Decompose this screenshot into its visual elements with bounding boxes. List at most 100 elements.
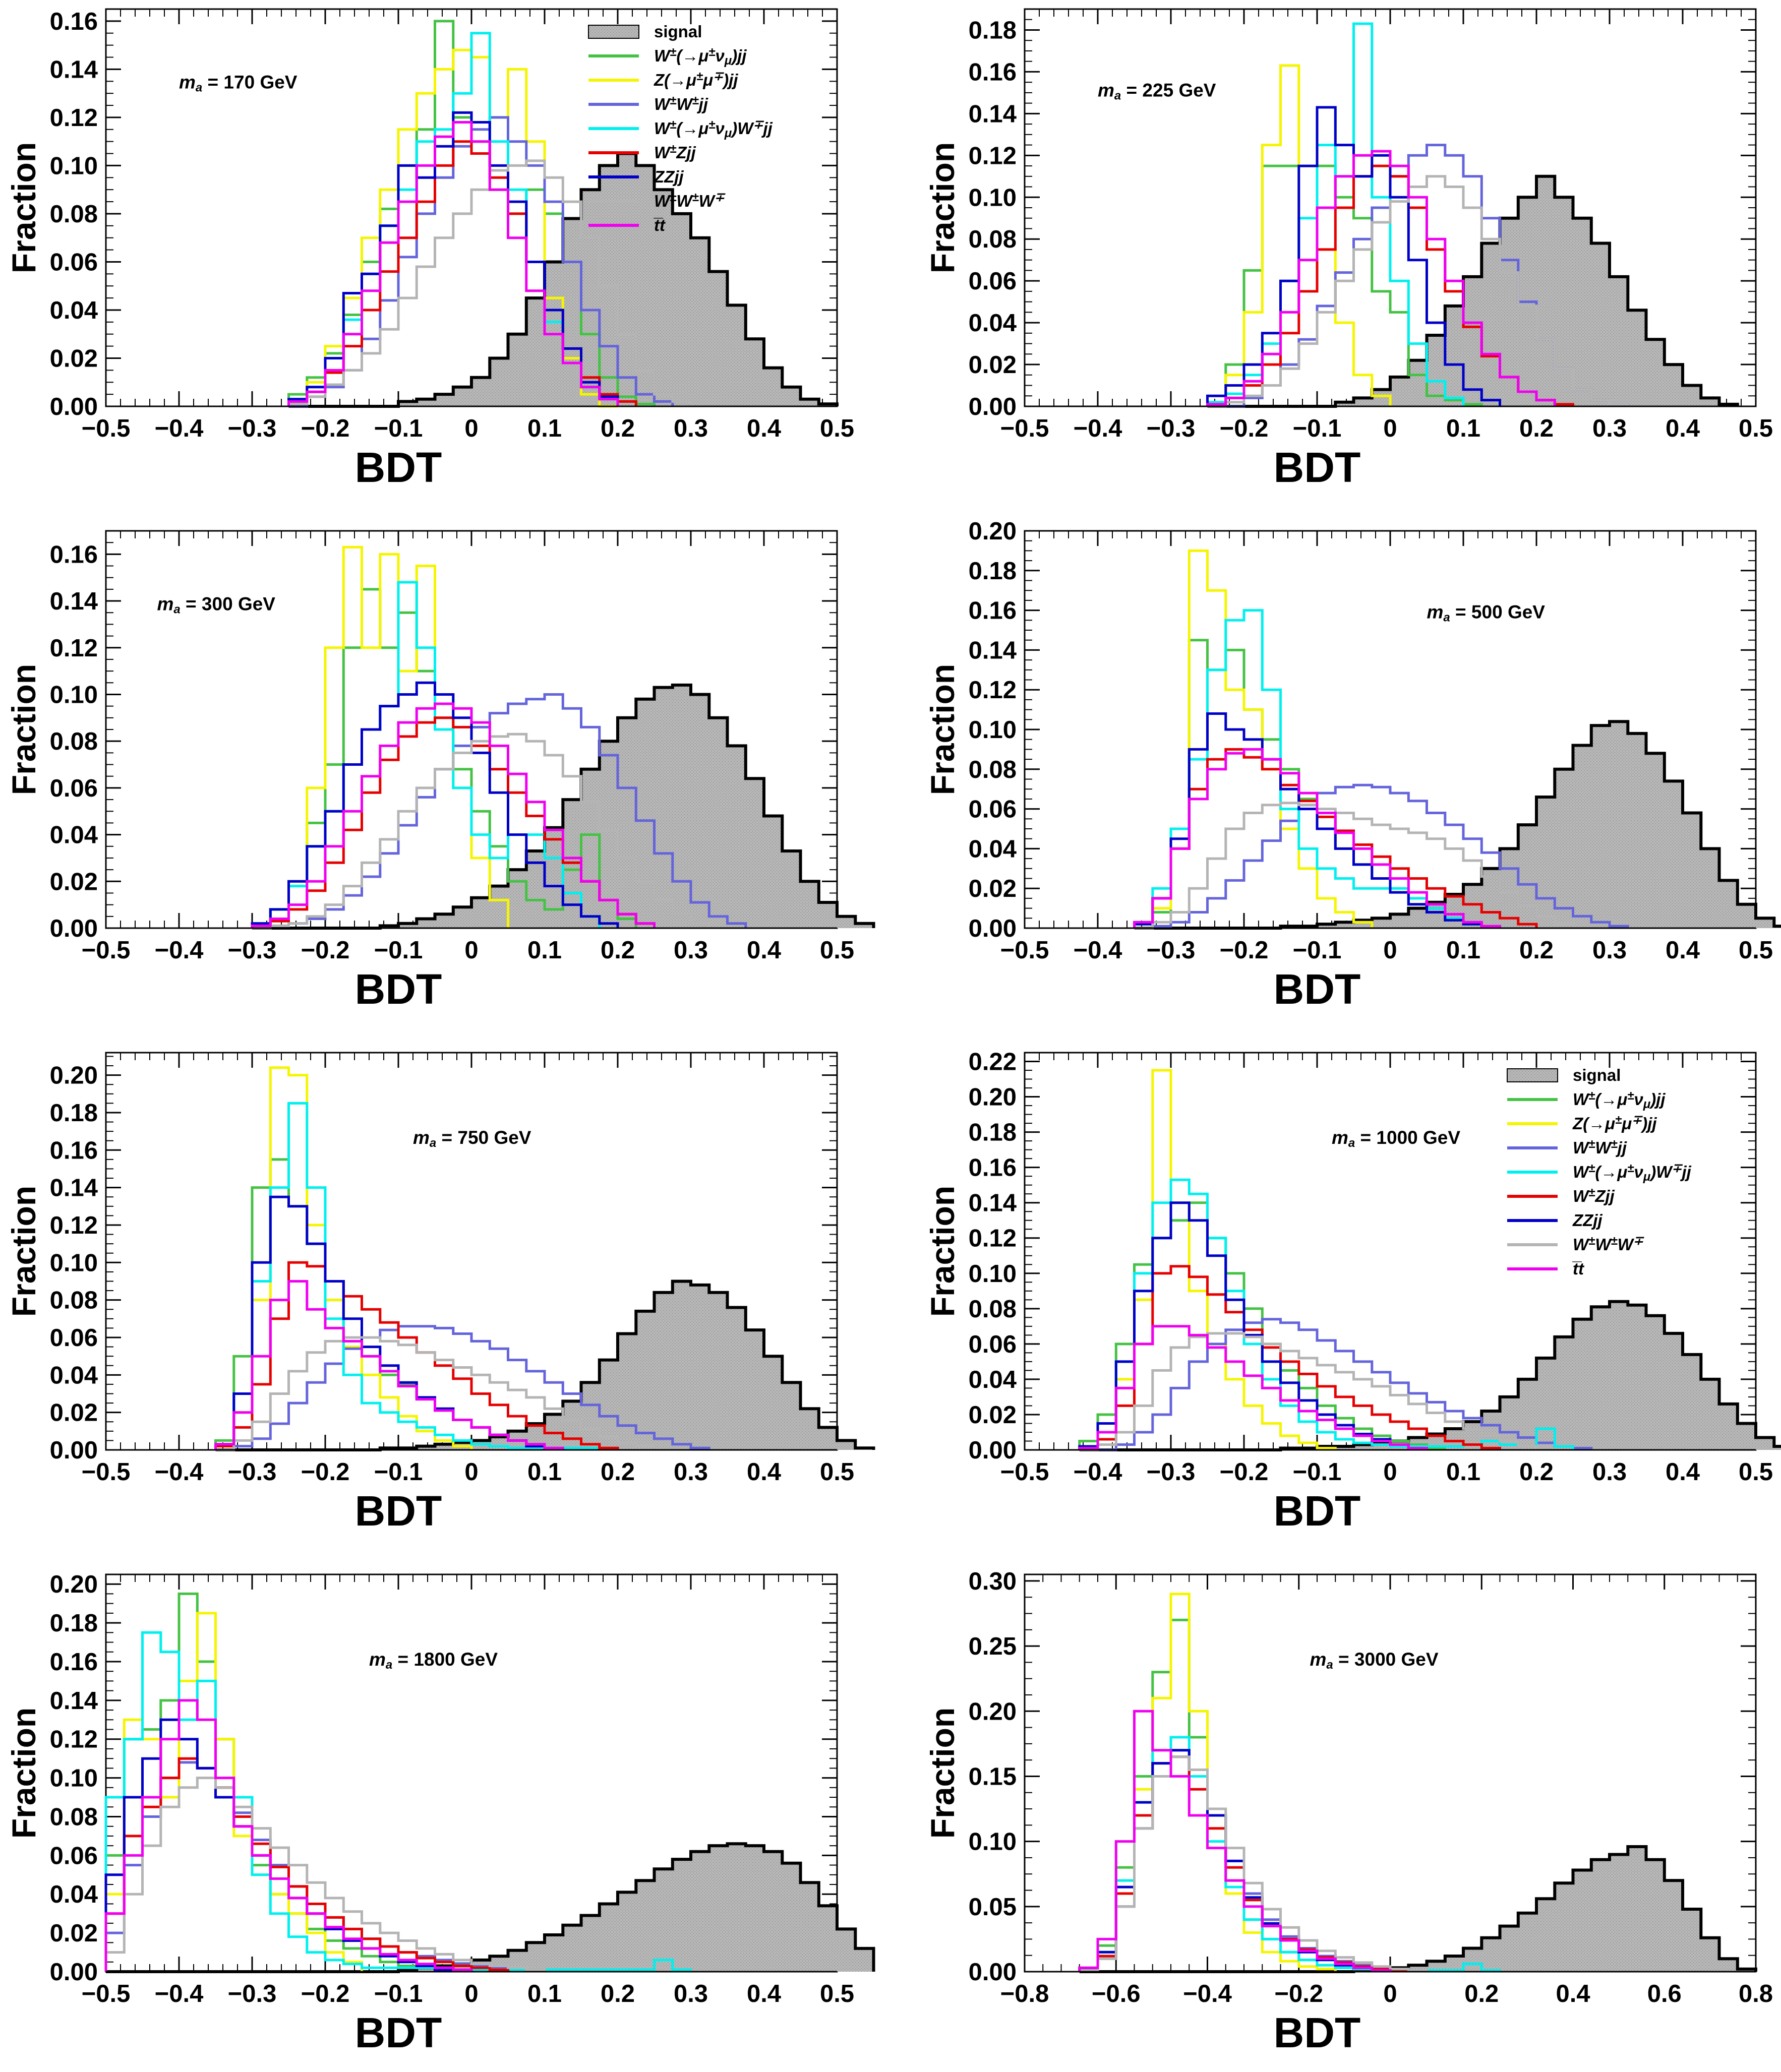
histogram-wwjj bbox=[1078, 1749, 1428, 1972]
y-tick-label: 0.10 bbox=[969, 1260, 1017, 1288]
x-tick-label: −0.3 bbox=[228, 1980, 277, 2007]
signal-histogram-fill bbox=[215, 1281, 874, 1450]
y-tick-label: 0.02 bbox=[50, 345, 98, 372]
x-tick-label: −0.1 bbox=[374, 1458, 423, 1486]
x-tick-label: 0.3 bbox=[1592, 1458, 1627, 1486]
y-tick-label: 0.00 bbox=[50, 1959, 98, 1986]
x-tick-label: 0.5 bbox=[1739, 1458, 1773, 1486]
y-tick-label: 0.08 bbox=[969, 756, 1017, 783]
x-tick-label: 0 bbox=[1383, 937, 1397, 964]
y-tick-label: 0.00 bbox=[969, 1437, 1017, 1464]
x-tick-label: 0.5 bbox=[820, 1980, 854, 2007]
x-tick-label: −0.4 bbox=[155, 415, 204, 442]
y-tick-label: 0.25 bbox=[969, 1633, 1017, 1660]
x-tick-label: 0.3 bbox=[674, 1458, 708, 1486]
y-tick-label: 0.04 bbox=[50, 822, 98, 849]
x-tick-label: 0.3 bbox=[674, 415, 708, 442]
y-tick-label: 0.06 bbox=[50, 775, 98, 802]
legend-label-wwjj: W±W±jj bbox=[1573, 1137, 1627, 1157]
legend-label-signal: signal bbox=[654, 22, 702, 41]
x-axis-title: BDT bbox=[355, 444, 442, 491]
mass-label: ma = 1800 GeV bbox=[369, 1649, 498, 1672]
y-tick-label: 0.15 bbox=[969, 1763, 1017, 1790]
y-tick-label: 0.04 bbox=[969, 835, 1017, 863]
legend: signal W±(→μ±νμ)jj Z(→μ±μ∓)jj W±W±jj W±(→μ±ν… bbox=[588, 22, 773, 234]
x-tick-label: −0.5 bbox=[82, 1458, 131, 1486]
x-tick-label: 0.3 bbox=[674, 937, 708, 964]
y-tick-label: 0.10 bbox=[969, 1829, 1017, 1856]
x-axis-title: BDT bbox=[1274, 1487, 1361, 1535]
y-tick-label: 0.12 bbox=[969, 142, 1017, 169]
legend-swatch-signal bbox=[1507, 1068, 1558, 1082]
x-tick-label: 0.3 bbox=[1592, 415, 1627, 442]
y-tick-label: 0.12 bbox=[50, 1212, 98, 1239]
x-axis-title: BDT bbox=[355, 1487, 442, 1535]
legend-label-tt: t̅t bbox=[1572, 1259, 1585, 1278]
y-tick-label: 0.12 bbox=[969, 1225, 1017, 1252]
x-axis-title: BDT bbox=[355, 2009, 442, 2056]
y-tick-label: 0.08 bbox=[50, 728, 98, 755]
mass-label: ma = 3000 GeV bbox=[1310, 1649, 1439, 1672]
x-tick-label: 0.1 bbox=[1446, 937, 1480, 964]
signal-histogram-fill bbox=[288, 153, 837, 406]
legend-label-zjj: Z(→μ±μ∓)jj bbox=[1572, 1113, 1657, 1133]
histogram-www bbox=[1078, 1755, 1428, 1972]
y-tick-label: 0.20 bbox=[969, 518, 1017, 545]
x-tick-label: 0.2 bbox=[1519, 937, 1554, 964]
legend-label-zzjj: ZZjj bbox=[1572, 1211, 1602, 1230]
histogram-wjj bbox=[1078, 1618, 1392, 1972]
y-tick-label: 0.02 bbox=[969, 351, 1017, 379]
x-tick-label: −0.2 bbox=[301, 1980, 350, 2007]
panel-ma-1800: −0.5 −0.4 −0.3 −0.2 −0.1 0 0.1 0.2 0.3 0.4 0.5 0.00… bbox=[5, 1571, 875, 2056]
legend-label-wwjj: W±W±jj bbox=[654, 94, 708, 113]
x-tick-label: −0.5 bbox=[82, 415, 131, 442]
x-tick-label: 0.5 bbox=[1739, 415, 1773, 442]
y-tick-label: 0.12 bbox=[969, 677, 1017, 704]
x-tick-label: 0.2 bbox=[1464, 1980, 1499, 2007]
y-tick-label: 0.22 bbox=[969, 1049, 1017, 1076]
y-tick-label: 0.06 bbox=[50, 1324, 98, 1352]
x-tick-label: 0.1 bbox=[1446, 1458, 1480, 1486]
histogram-tt bbox=[1078, 1710, 1392, 1972]
histogram-www bbox=[1207, 175, 1629, 408]
y-tick-label: 0.12 bbox=[50, 1726, 98, 1753]
y-tick-label: 0.20 bbox=[969, 1698, 1017, 1725]
histogram-www bbox=[1134, 802, 1574, 930]
x-tick-label: −0.4 bbox=[155, 937, 204, 964]
legend-label-wwjj_os: W±(→μ±νμ)W∓jj bbox=[654, 118, 773, 140]
signal-histogram-fill bbox=[1079, 1847, 1756, 1972]
x-tick-label: 0 bbox=[464, 415, 478, 442]
histogram-wzjj bbox=[104, 1757, 509, 1972]
y-tick-label: 0.16 bbox=[50, 8, 98, 35]
y-tick-label: 0.00 bbox=[969, 393, 1017, 420]
x-tick-label: −0.1 bbox=[374, 415, 423, 442]
y-tick-label: 0.18 bbox=[969, 558, 1017, 585]
mass-label: ma = 750 GeV bbox=[413, 1127, 531, 1150]
y-tick-label: 0.08 bbox=[969, 1296, 1017, 1323]
histogram-wwjj bbox=[104, 1761, 528, 1972]
y-tick-label: 0.06 bbox=[50, 249, 98, 276]
panel-ma-750: −0.5 −0.4 −0.3 −0.2 −0.1 0 0.1 0.2 0.3 0.4 0.5 0.00… bbox=[5, 1052, 875, 1535]
y-tick-label: 0.18 bbox=[969, 1119, 1017, 1146]
x-tick-label: −0.5 bbox=[1000, 1458, 1049, 1486]
signal-histogram bbox=[215, 1279, 875, 1451]
histogram-zjj bbox=[1078, 1069, 1337, 1450]
y-axis-title: Fraction bbox=[924, 142, 961, 273]
y-tick-label: 0.16 bbox=[50, 541, 98, 568]
y-tick-label: 0.00 bbox=[50, 1437, 98, 1464]
x-tick-label: −0.2 bbox=[301, 415, 350, 442]
panel-ma-3000: −0.8 −0.6 −0.4 −0.2 0 0.2 0.4 0.6 0.8 0.00 0.05 0.1… bbox=[924, 1568, 1773, 2056]
histogram-tt bbox=[214, 1280, 564, 1450]
x-tick-label: −0.3 bbox=[228, 415, 277, 442]
y-tick-label: 0.00 bbox=[50, 915, 98, 942]
y-tick-label: 0.18 bbox=[50, 1610, 98, 1637]
y-axis-title: Fraction bbox=[5, 1186, 42, 1317]
x-tick-label: −0.2 bbox=[301, 937, 350, 964]
y-tick-label: 0.08 bbox=[50, 201, 98, 228]
histogram-wwjj bbox=[1079, 1318, 1593, 1451]
x-tick-label: 0.2 bbox=[1519, 415, 1554, 442]
x-tick-label: 0.5 bbox=[820, 415, 854, 442]
x-tick-label: 0.2 bbox=[601, 1980, 635, 2007]
y-tick-label: 0.30 bbox=[969, 1568, 1017, 1595]
signal-histogram-fill bbox=[1079, 1301, 1781, 1450]
